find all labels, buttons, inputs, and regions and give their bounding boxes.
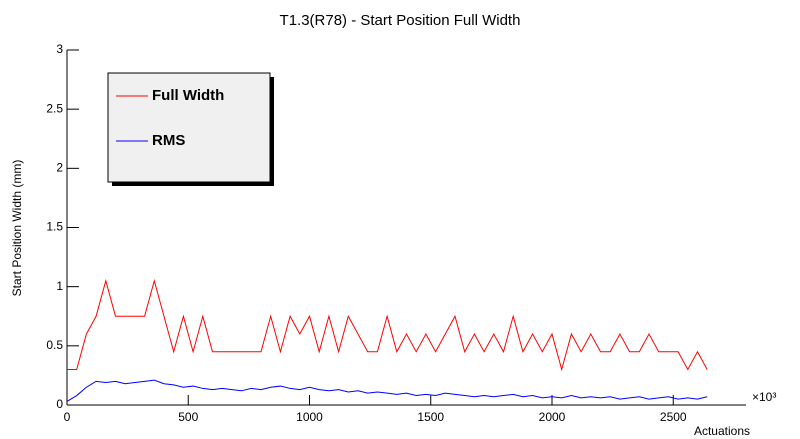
x-tick-label: 2500 — [660, 410, 687, 424]
y-tick-label: 2 — [56, 161, 63, 175]
x-multiplier: ×10³ — [752, 390, 776, 404]
y-tick-label: 1.5 — [46, 220, 63, 234]
x-tick-label: 1500 — [417, 410, 444, 424]
y-tick-label: 3 — [56, 42, 63, 56]
x-tick-label: 500 — [178, 410, 198, 424]
x-tick-label: 2000 — [539, 410, 566, 424]
y-tick-label: 0.5 — [46, 338, 63, 352]
data-line — [66, 379, 708, 402]
x-tick-label: 0 — [64, 410, 71, 424]
legend-label: RMS — [152, 132, 185, 149]
data-line — [67, 278, 708, 372]
y-tick-label: 2.5 — [46, 101, 63, 115]
y-tick-label: 0 — [56, 397, 63, 411]
legend-box — [107, 72, 271, 183]
x-tick-label: 1000 — [296, 410, 323, 424]
y-axis-label: Start Position Width (mm) — [10, 160, 24, 297]
y-tick-label: 1 — [56, 279, 63, 293]
x-axis-label: Actuations — [694, 424, 750, 438]
chart-title: T1.3(R78) - Start Position Full Width — [280, 12, 521, 29]
legend-label: Full Width — [152, 87, 224, 104]
